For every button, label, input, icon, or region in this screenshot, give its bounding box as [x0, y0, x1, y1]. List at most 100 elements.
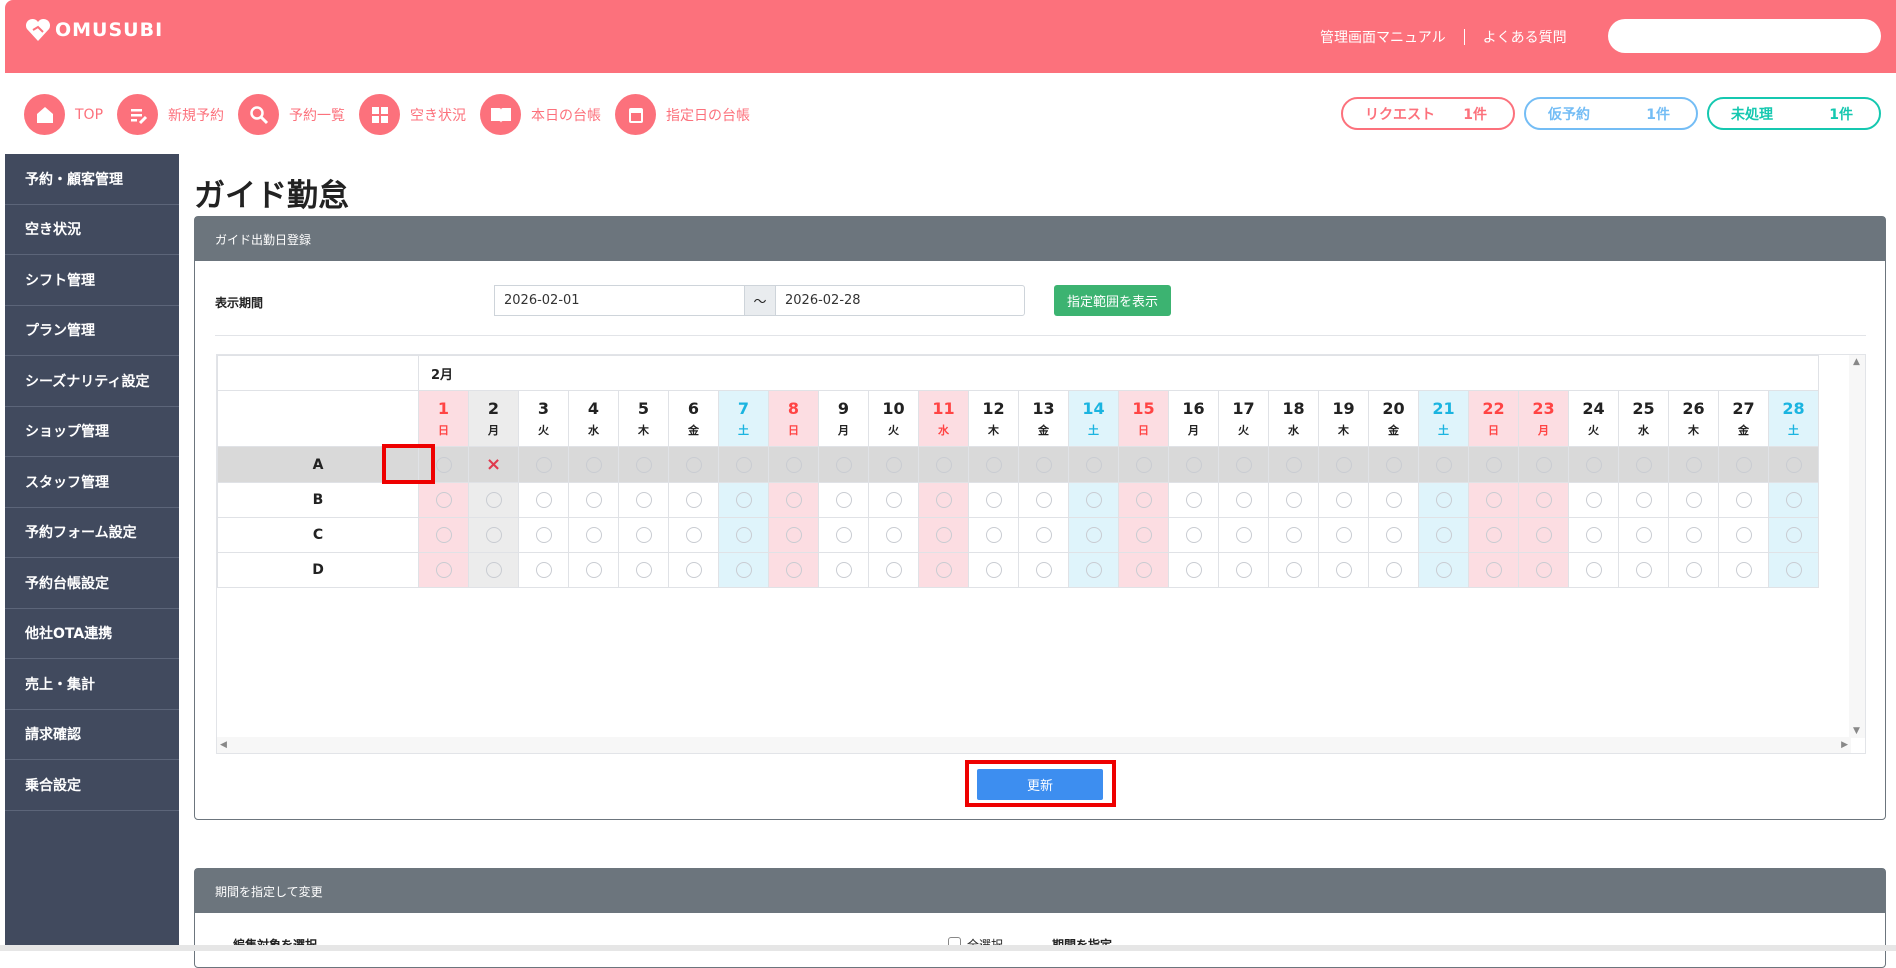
sidebar-item[interactable]: スタッフ管理	[5, 457, 179, 508]
attendance-cell[interactable]	[1618, 552, 1669, 588]
attendance-cell[interactable]	[1718, 482, 1769, 518]
sidebar-item[interactable]: 請求確認	[5, 710, 179, 760]
attendance-cell[interactable]	[1268, 517, 1319, 553]
attendance-cell[interactable]	[568, 446, 619, 483]
attendance-cell[interactable]	[1468, 446, 1519, 483]
attendance-cell[interactable]	[718, 552, 769, 588]
attendance-cell[interactable]	[1418, 482, 1469, 518]
scroll-down-icon[interactable]: ▼	[1853, 726, 1860, 736]
attendance-cell[interactable]	[1318, 482, 1369, 518]
attendance-cell[interactable]	[418, 482, 469, 518]
attendance-cell[interactable]	[418, 446, 469, 483]
nav-reservation-list[interactable]: 予約一覧	[238, 94, 345, 135]
attendance-cell[interactable]	[1168, 446, 1219, 483]
attendance-cell[interactable]	[718, 446, 769, 483]
attendance-cell[interactable]	[418, 517, 469, 553]
vertical-scrollbar[interactable]: ▲ ▼	[1849, 355, 1865, 738]
attendance-cell[interactable]	[1218, 552, 1269, 588]
attendance-cell[interactable]	[1318, 517, 1369, 553]
sidebar-item[interactable]: 予約台帳設定	[5, 558, 179, 609]
attendance-cell[interactable]	[1568, 517, 1619, 553]
attendance-cell[interactable]	[1418, 552, 1469, 588]
attendance-cell[interactable]	[518, 446, 569, 483]
attendance-cell[interactable]	[1518, 446, 1569, 483]
attendance-cell[interactable]	[1218, 482, 1269, 518]
attendance-cell[interactable]	[1018, 482, 1069, 518]
attendance-cell[interactable]	[1168, 482, 1219, 518]
nav-new-reservation[interactable]: 新規予約	[117, 94, 224, 135]
attendance-cell[interactable]	[418, 552, 469, 588]
attendance-cell[interactable]	[1568, 552, 1619, 588]
sidebar-item[interactable]: シーズナリティ設定	[5, 356, 179, 407]
attendance-cell[interactable]	[868, 552, 919, 588]
attendance-cell[interactable]	[1118, 482, 1169, 518]
attendance-cell[interactable]	[1318, 446, 1369, 483]
attendance-cell[interactable]	[918, 482, 969, 518]
nav-availability[interactable]: 空き状況	[359, 94, 466, 135]
attendance-cell[interactable]	[768, 517, 819, 553]
attendance-cell[interactable]	[1468, 517, 1519, 553]
attendance-cell[interactable]	[618, 552, 669, 588]
attendance-cell[interactable]	[918, 446, 969, 483]
attendance-cell[interactable]	[618, 517, 669, 553]
sidebar-item[interactable]: シフト管理	[5, 255, 179, 306]
attendance-cell[interactable]	[968, 517, 1019, 553]
sidebar-item[interactable]: 乗合設定	[5, 760, 179, 811]
attendance-cell[interactable]	[1068, 446, 1119, 483]
attendance-cell[interactable]	[668, 482, 719, 518]
attendance-cell[interactable]	[468, 517, 519, 553]
sidebar-item[interactable]: ショップ管理	[5, 407, 179, 457]
attendance-cell[interactable]	[868, 517, 919, 553]
attendance-cell[interactable]	[1618, 517, 1669, 553]
attendance-cell[interactable]	[1368, 517, 1419, 553]
end-date-input[interactable]: 2026-02-28	[775, 285, 1025, 316]
attendance-cell[interactable]: ×	[468, 446, 519, 483]
attendance-cell[interactable]	[668, 552, 719, 588]
attendance-cell[interactable]	[1418, 517, 1469, 553]
attendance-cell[interactable]	[968, 552, 1019, 588]
attendance-cell[interactable]	[868, 482, 919, 518]
attendance-cell[interactable]	[1768, 517, 1819, 553]
attendance-cell[interactable]	[1068, 482, 1119, 518]
attendance-cell[interactable]	[568, 482, 619, 518]
sidebar-item[interactable]: 空き状況	[5, 205, 179, 255]
attendance-cell[interactable]	[818, 517, 869, 553]
attendance-cell[interactable]	[1718, 446, 1769, 483]
attendance-cell[interactable]	[1668, 482, 1719, 518]
update-button[interactable]: 更新	[977, 769, 1103, 800]
sidebar-item[interactable]: 他社OTA連携	[5, 609, 179, 659]
attendance-cell[interactable]	[768, 552, 819, 588]
attendance-cell[interactable]	[818, 482, 869, 518]
attendance-cell[interactable]	[468, 482, 519, 518]
attendance-cell[interactable]	[1118, 517, 1169, 553]
attendance-cell[interactable]	[1718, 517, 1769, 553]
attendance-cell[interactable]	[1618, 482, 1669, 518]
attendance-cell[interactable]	[1368, 482, 1419, 518]
attendance-cell[interactable]	[1168, 517, 1219, 553]
start-date-input[interactable]: 2026-02-01	[494, 285, 745, 316]
attendance-cell[interactable]	[1018, 446, 1069, 483]
attendance-cell[interactable]	[1468, 482, 1519, 518]
attendance-cell[interactable]	[818, 446, 869, 483]
attendance-cell[interactable]	[1168, 552, 1219, 588]
attendance-cell[interactable]	[1618, 446, 1669, 483]
attendance-cell[interactable]	[1418, 446, 1469, 483]
provisional-badge[interactable]: 仮予約 1件	[1524, 97, 1698, 130]
sidebar-item[interactable]: 売上・集計	[5, 659, 179, 710]
attendance-cell[interactable]	[518, 552, 569, 588]
horizontal-scrollbar[interactable]: ◀ ▶	[217, 737, 1851, 753]
attendance-cell[interactable]	[718, 482, 769, 518]
attendance-cell[interactable]	[868, 446, 919, 483]
attendance-cell[interactable]	[668, 446, 719, 483]
attendance-cell[interactable]	[568, 552, 619, 588]
attendance-cell[interactable]	[918, 517, 969, 553]
attendance-cell[interactable]	[1318, 552, 1369, 588]
attendance-cell[interactable]	[918, 552, 969, 588]
attendance-cell[interactable]	[1768, 482, 1819, 518]
attendance-cell[interactable]	[1268, 552, 1319, 588]
attendance-cell[interactable]	[1568, 482, 1619, 518]
attendance-cell[interactable]	[1118, 446, 1169, 483]
nav-date-ledger[interactable]: 指定日の台帳	[615, 94, 750, 135]
attendance-cell[interactable]	[618, 446, 669, 483]
attendance-cell[interactable]	[1068, 552, 1119, 588]
